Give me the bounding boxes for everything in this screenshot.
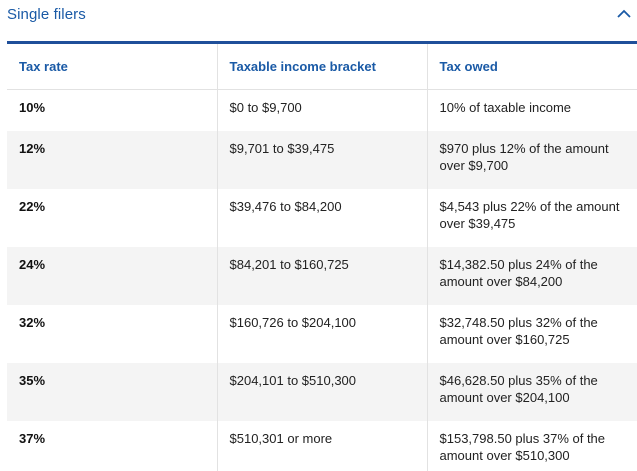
table-row: 12% $9,701 to $39,475 $970 plus 12% of t… — [7, 131, 637, 189]
table-row: 22% $39,476 to $84,200 $4,543 plus 22% o… — [7, 189, 637, 247]
tax-rate-cell: 32% — [19, 315, 46, 330]
tax-owed-cell: $970 plus 12% of the amount over $9,700 — [426, 131, 637, 189]
tax-owed-cell: $14,382.50 plus 24% of the amount over $… — [426, 247, 637, 305]
table-row: 10% $0 to $9,700 10% of taxable income — [7, 89, 637, 131]
header-taxable-income-bracket: Taxable income bracket — [216, 42, 427, 90]
table-row: 32% $160,726 to $204,100 $32,748.50 plus… — [7, 305, 637, 363]
bracket-cell: $84,201 to $160,725 — [216, 247, 427, 305]
tax-rate-cell: 24% — [7, 247, 217, 305]
bracket-cell: $9,701 to $39,475 — [216, 131, 427, 189]
tax-bracket-table: Tax rate Taxable income bracket Tax owed… — [7, 41, 637, 471]
tax-owed-cell: $153,798.50 plus 37% of the amount over … — [426, 421, 637, 471]
bracket-cell: $204,101 to $510,300 — [216, 363, 427, 421]
bracket-cell: $0 to $9,700 — [216, 89, 427, 131]
header-tax-owed: Tax owed — [426, 42, 637, 90]
tax-rate-cell: 12% — [7, 131, 217, 189]
tax-rate-cell: 22% — [19, 199, 46, 214]
section-header-toggle[interactable]: Single filers — [0, 0, 637, 34]
tax-rate-cell: 37% — [19, 431, 46, 446]
tax-owed-cell: $4,543 plus 22% of the amount over $39,4… — [426, 189, 637, 247]
tax-rate-cell: 10% — [19, 100, 46, 115]
bracket-cell: $510,301 or more — [216, 421, 427, 471]
table-row: 35% $204,101 to $510,300 $46,628.50 plus… — [7, 363, 637, 421]
tax-owed-cell: $46,628.50 plus 35% of the amount over $… — [426, 363, 637, 421]
bracket-cell: $160,726 to $204,100 — [216, 305, 427, 363]
table-row: 24% $84,201 to $160,725 $14,382.50 plus … — [7, 247, 637, 305]
section-title: Single filers — [7, 6, 86, 23]
header-tax-rate: Tax rate — [7, 42, 217, 90]
bracket-cell: $39,476 to $84,200 — [216, 189, 427, 247]
table-header-row: Tax rate Taxable income bracket Tax owed — [7, 42, 637, 90]
chevron-up-icon[interactable] — [617, 9, 631, 19]
tax-owed-cell: $32,748.50 plus 32% of the amount over $… — [426, 305, 637, 363]
tax-rate-cell: 35% — [7, 363, 217, 421]
table-row: 37% $510,301 or more $153,798.50 plus 37… — [7, 421, 637, 471]
tax-owed-cell: 10% of taxable income — [426, 89, 637, 131]
